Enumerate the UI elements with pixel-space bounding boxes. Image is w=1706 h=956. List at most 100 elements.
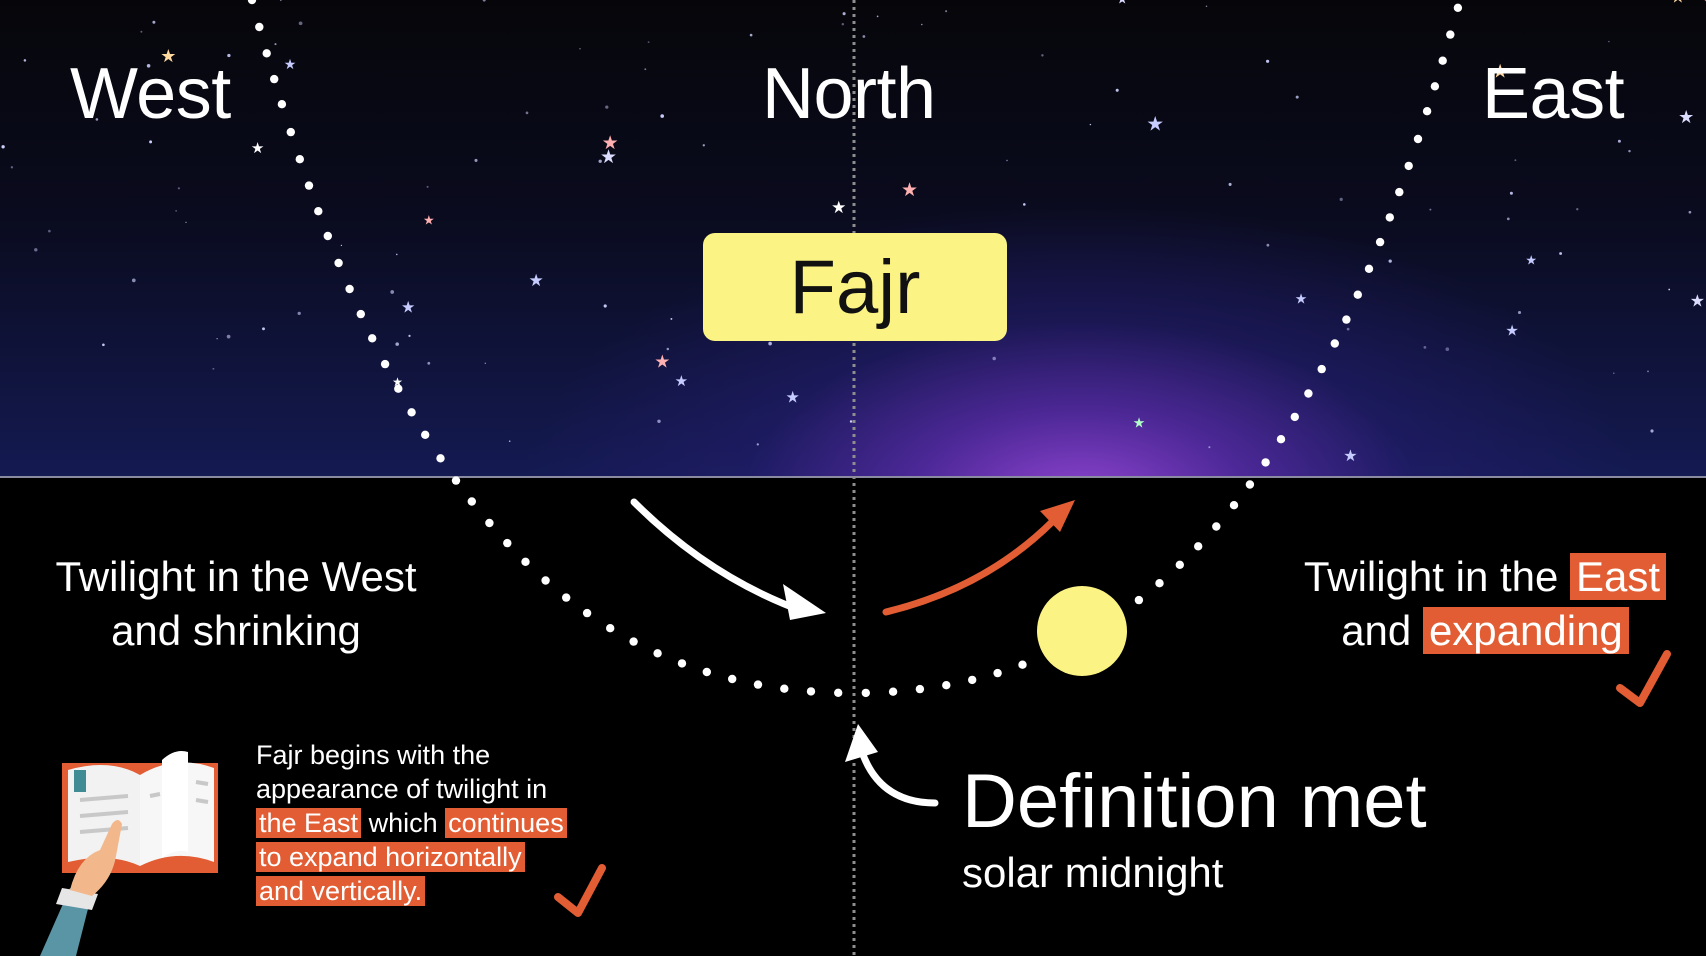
star — [644, 68, 647, 71]
star — [212, 367, 215, 370]
path-dot — [295, 155, 304, 164]
star — [1208, 446, 1211, 449]
book-note-highlight-vertically: and vertically. — [256, 876, 426, 906]
path-dot — [1430, 82, 1440, 91]
path-dot — [942, 681, 951, 690]
path-dot — [1317, 364, 1326, 374]
star: ★ — [1670, 0, 1685, 7]
path-dot — [702, 667, 711, 677]
star — [876, 15, 879, 18]
path-dot — [1194, 542, 1203, 551]
path-dot — [1446, 30, 1455, 39]
west-twilight-note: Twilight in the West and shrinking — [46, 550, 426, 658]
star — [842, 12, 846, 16]
path-dot — [888, 687, 898, 696]
path-dot — [915, 684, 925, 694]
star — [1429, 208, 1432, 211]
star — [23, 59, 27, 62]
star: ★ — [423, 214, 435, 229]
book-note-line2: appearance of twilight in — [256, 774, 548, 804]
arrow-head-icon — [1040, 500, 1075, 532]
star — [175, 210, 177, 212]
star — [702, 144, 705, 147]
star — [140, 30, 143, 33]
path-dot — [653, 649, 662, 658]
star — [216, 338, 218, 340]
star — [274, 43, 277, 46]
star — [657, 419, 661, 424]
path-dot — [834, 688, 843, 697]
east-note-highlight-east: East — [1570, 553, 1667, 600]
arrow-head-icon — [845, 724, 878, 762]
star — [849, 420, 853, 423]
star — [1617, 139, 1621, 143]
star — [185, 221, 187, 223]
star — [1509, 191, 1513, 195]
star — [10, 166, 14, 169]
star — [131, 278, 136, 283]
star — [605, 105, 609, 109]
path-dot — [582, 608, 592, 618]
path-dot — [629, 637, 638, 646]
star — [482, 0, 486, 2]
path-dot — [1438, 56, 1447, 65]
path-dot — [1353, 290, 1363, 299]
book-note-line1: Fajr begins with the — [256, 740, 491, 770]
star — [1346, 327, 1350, 331]
star: ★ — [401, 298, 415, 317]
star — [152, 20, 156, 24]
star — [1006, 159, 1008, 162]
path-dot — [323, 231, 332, 241]
path-dot — [1375, 237, 1385, 247]
path-dot — [861, 688, 870, 698]
star — [1506, 217, 1510, 221]
arrow-icon — [858, 748, 939, 807]
arrow-icon — [882, 518, 1056, 616]
path-dot — [1342, 315, 1351, 324]
path-dot — [503, 538, 512, 548]
star — [1559, 252, 1563, 255]
star: ★ — [284, 57, 297, 73]
star — [603, 304, 607, 308]
star — [484, 362, 486, 364]
star — [756, 443, 759, 446]
star: ★ — [600, 146, 617, 168]
star — [1388, 259, 1392, 263]
prayer-label-badge: Fajr — [703, 233, 1007, 341]
book-note: Fajr begins with the appearance of twili… — [256, 738, 596, 908]
star — [95, 118, 99, 121]
path-dot — [368, 334, 377, 343]
book-icon — [62, 751, 218, 873]
book-note-line3-text: which — [361, 808, 446, 838]
star: ★ — [831, 198, 846, 218]
book-note-highlight-continues: continues — [445, 808, 567, 838]
star: ★ — [1678, 107, 1694, 128]
star — [227, 53, 231, 58]
star: ★ — [654, 352, 670, 373]
star — [102, 343, 105, 347]
star: ★ — [1146, 112, 1164, 136]
star — [660, 114, 664, 118]
star: ★ — [1295, 292, 1308, 308]
path-dot — [485, 518, 494, 528]
path-dot — [277, 100, 287, 109]
star — [146, 64, 151, 68]
path-dot — [421, 430, 430, 439]
definition-title: Definition met — [962, 759, 1427, 844]
star — [1514, 159, 1517, 162]
star — [508, 440, 511, 442]
sun-icon — [1037, 586, 1127, 676]
star — [340, 244, 343, 247]
path-dot — [780, 684, 789, 693]
star — [1, 145, 5, 149]
definition-subtitle: solar midnight — [962, 849, 1224, 896]
path-dot — [255, 22, 264, 32]
path-dot — [1364, 264, 1374, 273]
path-dot — [1413, 134, 1423, 144]
path-dot — [451, 476, 461, 485]
arrow-head-icon — [783, 584, 826, 620]
star — [1266, 59, 1270, 63]
star — [945, 10, 948, 13]
